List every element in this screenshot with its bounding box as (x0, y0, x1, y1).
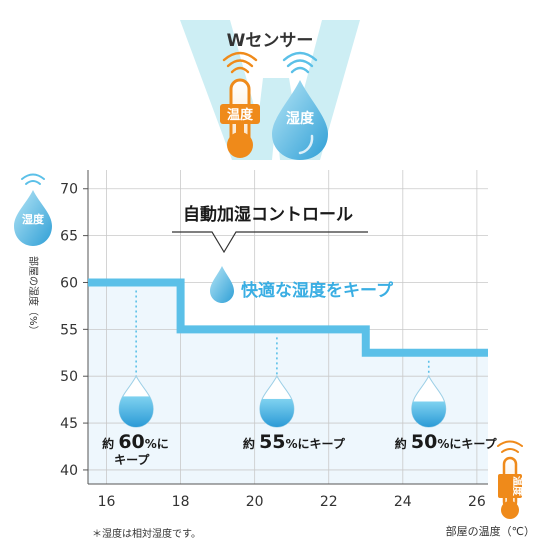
x-tick-label: 18 (172, 494, 190, 510)
humidity-badge-label: 湿度 (286, 110, 315, 127)
temperature-badge-label: 温度 (227, 107, 254, 123)
x-axis-temperature-indicator: 温度 部屋の温度（℃） (446, 440, 535, 538)
humidity-target-series (88, 278, 488, 357)
annotation-label: 約 55%にキープ (243, 431, 346, 453)
y-tick-label: 70 (60, 182, 78, 198)
x-tick-label: 16 (98, 494, 116, 510)
x-axis-badge (498, 474, 522, 498)
y-tick-label: 55 (60, 322, 78, 338)
annotation-label: 約 60%に (102, 431, 169, 453)
y-axis-title: 部屋の湿度（%） (27, 256, 40, 336)
axes (87, 170, 488, 485)
annotation-group: 約 60%にキープ (102, 290, 169, 467)
y-tick-label: 60 (60, 275, 78, 291)
x-axis-badge-label: 温度 (511, 476, 524, 497)
annotation-drop-fill (119, 396, 154, 427)
w-sensor-title: Wセンサー (227, 31, 314, 51)
callout-subtitle: 快適な湿度をキープ (241, 280, 394, 301)
y-tick-label: 45 (60, 416, 78, 432)
temperature-badge (220, 104, 260, 124)
y-axis-humidity-indicator: 湿度 部屋の湿度（%） (14, 173, 52, 336)
callout: 自動加湿コントロール 快適な湿度をキープ (172, 204, 394, 303)
y-axis-badge-label: 湿度 (22, 212, 45, 226)
x-axis-title: 部屋の温度（℃） (446, 524, 535, 538)
y-tick-label: 50 (60, 369, 78, 385)
x-tick-label: 20 (246, 494, 264, 510)
y-tick-labels: 40 45 50 55 60 65 70 (60, 182, 88, 479)
y-axis-drop-icon (14, 190, 52, 246)
callout-title: 自動加湿コントロール (183, 204, 353, 225)
y-tick-label: 65 (60, 229, 78, 245)
annotations: 約 60%にキープ約 55%にキープ約 50%にキープ (102, 290, 498, 467)
x-tick-labels: 16 18 20 22 24 26 (98, 494, 486, 510)
callout-pointer (172, 231, 368, 254)
x-tick-label: 26 (468, 494, 486, 510)
annotation-drop-fill (259, 398, 294, 427)
y-tick-label: 40 (60, 463, 78, 479)
annotation-label: 約 50%にキープ (395, 431, 498, 453)
w-sensor-header: Wセンサー 温度 湿度 (180, 20, 360, 160)
annotation-label-line2: キープ (114, 452, 150, 467)
annotation-group: 約 55%にキープ (243, 337, 346, 453)
humidity-drop-icon (272, 51, 328, 160)
footnote: ＊湿度は相対湿度です。 (92, 527, 201, 540)
annotation-group: 約 50%にキープ (395, 360, 498, 453)
x-tick-label: 24 (394, 494, 412, 510)
callout-drop-icon (210, 266, 234, 303)
series-line (88, 278, 488, 357)
x-tick-label: 22 (320, 494, 338, 510)
